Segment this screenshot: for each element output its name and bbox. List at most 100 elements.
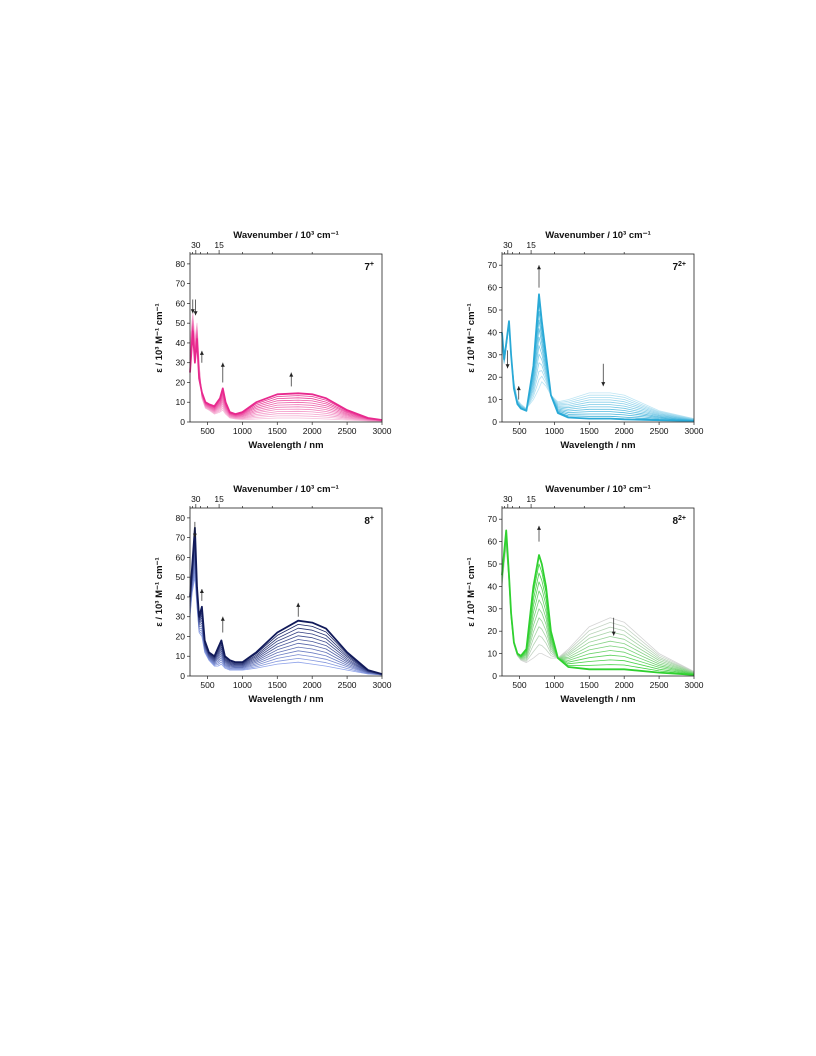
spectrum-trace-9 — [501, 319, 695, 421]
x-tick-label-1500: 1500 — [580, 680, 599, 690]
x-tick-label-3000: 3000 — [373, 680, 392, 690]
change-arrowhead-2 — [516, 386, 521, 391]
compound-number: 7 — [672, 262, 678, 273]
change-arrowhead-2 — [611, 631, 616, 636]
y-tick-label-10: 10 — [176, 651, 186, 661]
y-tick-label-10: 10 — [176, 397, 186, 407]
change-arrowhead-4 — [601, 382, 606, 387]
change-arrowhead-5 — [289, 372, 294, 377]
x-tick-label-500: 500 — [200, 426, 214, 436]
x-tick-label-2000: 2000 — [303, 680, 322, 690]
y-axis-title: ε / 10³ M⁻¹ cm⁻¹ — [466, 557, 477, 626]
panel-8-2plus: Wavenumber / 10³ cm⁻¹ 30 15 500 1000 1500 2000… — [462, 480, 712, 710]
spectrum-trace-9 — [189, 325, 383, 421]
spectrum-trace-5 — [501, 323, 695, 420]
y-tick-label-60: 60 — [176, 552, 186, 562]
plot-frame — [501, 253, 695, 423]
y-axis-title: ε / 10³ M⁻¹ cm⁻¹ — [466, 303, 477, 372]
x-tick-label-2000: 2000 — [303, 426, 322, 436]
x-tick-label-2000: 2000 — [615, 426, 634, 436]
change-arrowhead-1 — [192, 533, 197, 538]
y-tick-label-0: 0 — [180, 671, 185, 681]
y-tick-label-0: 0 — [492, 671, 497, 681]
x-tick-label-1000: 1000 — [233, 426, 252, 436]
panel-8-plus: Wavenumber / 10³ cm⁻¹ 30 15 500 1000 1500 2000… — [150, 480, 400, 710]
y-tick-label-0: 0 — [492, 417, 497, 427]
top-tick-label-15: 15 — [526, 240, 536, 250]
y-tick-label-60: 60 — [488, 537, 498, 547]
x-tick-label-2500: 2500 — [650, 426, 669, 436]
change-arrowhead-1 — [537, 525, 542, 530]
compound-number: 8 — [364, 516, 370, 527]
plot-frame — [189, 253, 383, 423]
x-tick-label-500: 500 — [512, 426, 526, 436]
compound-number: 7 — [364, 262, 370, 273]
top-tick-label-15: 15 — [214, 240, 224, 250]
compound-label: 7+ — [364, 261, 374, 273]
compound-label: 8+ — [364, 515, 374, 527]
top-axis-title: Wavenumber / 10³ cm⁻¹ — [545, 484, 651, 495]
y-tick-label-10: 10 — [488, 649, 498, 659]
compound-charge: 2+ — [678, 261, 686, 268]
spectrum-trace-10 — [501, 311, 695, 421]
plot-frame — [189, 507, 383, 677]
x-axis-title: Wavelength / nm — [248, 694, 323, 705]
y-tick-label-40: 40 — [176, 592, 186, 602]
y-tick-label-40: 40 — [488, 581, 498, 591]
x-tick-label-1500: 1500 — [268, 426, 287, 436]
spectrum-trace-8 — [501, 322, 695, 421]
spectrum-trace-12 — [189, 526, 383, 675]
y-tick-label-70: 70 — [176, 279, 186, 289]
spectrum-trace-7 — [189, 322, 383, 422]
compound-label: 72+ — [672, 261, 686, 273]
y-tick-label-80: 80 — [176, 259, 186, 269]
compound-charge: 2+ — [678, 515, 686, 522]
y-tick-label-20: 20 — [488, 372, 498, 382]
compound-label: 82+ — [672, 515, 686, 527]
x-tick-label-1500: 1500 — [580, 426, 599, 436]
top-tick-label-30: 30 — [191, 240, 201, 250]
y-tick-label-70: 70 — [488, 260, 498, 270]
x-tick-label-3000: 3000 — [373, 426, 392, 436]
y-tick-label-70: 70 — [488, 514, 498, 524]
x-tick-label-1000: 1000 — [545, 426, 564, 436]
y-tick-label-40: 40 — [176, 338, 186, 348]
spectrum-trace-9 — [189, 540, 383, 675]
spectrum-trace-12 — [501, 529, 695, 676]
top-axis-title: Wavenumber / 10³ cm⁻¹ — [545, 230, 651, 241]
x-tick-label-2500: 2500 — [650, 680, 669, 690]
y-tick-label-10: 10 — [488, 395, 498, 405]
y-tick-label-60: 60 — [176, 298, 186, 308]
x-tick-label-500: 500 — [512, 680, 526, 690]
top-tick-label-30: 30 — [503, 240, 513, 250]
compound-number: 8 — [672, 516, 678, 527]
x-tick-label-1500: 1500 — [268, 680, 287, 690]
x-axis-title: Wavelength / nm — [248, 440, 323, 451]
change-arrowhead-3 — [537, 265, 542, 270]
panel-7-plus: Wavenumber / 10³ cm⁻¹ 30 15 500 1000 1500 2000… — [150, 226, 400, 456]
spectrum-trace-4 — [501, 324, 695, 420]
y-tick-label-30: 30 — [176, 358, 186, 368]
y-tick-label-70: 70 — [176, 533, 186, 543]
x-tick-label-1000: 1000 — [233, 680, 252, 690]
y-tick-label-50: 50 — [488, 559, 498, 569]
y-tick-label-30: 30 — [176, 612, 186, 622]
change-arrowhead-1 — [190, 309, 195, 314]
y-tick-label-20: 20 — [176, 631, 186, 641]
y-tick-label-50: 50 — [176, 318, 186, 328]
plot-frame — [501, 507, 695, 677]
y-tick-label-60: 60 — [488, 283, 498, 293]
y-tick-label-0: 0 — [180, 417, 185, 427]
spectrum-trace-6 — [501, 323, 695, 421]
spectrum-trace-7 — [189, 549, 383, 675]
panel-7-2plus: Wavenumber / 10³ cm⁻¹ 30 15 500 1000 1500 2000… — [462, 226, 712, 456]
compound-charge: + — [370, 515, 374, 522]
y-tick-label-50: 50 — [488, 305, 498, 315]
y-tick-label-50: 50 — [176, 572, 186, 582]
change-arrowhead-1 — [505, 364, 510, 369]
y-tick-label-80: 80 — [176, 513, 186, 523]
top-axis-title: Wavenumber / 10³ cm⁻¹ — [233, 230, 339, 241]
change-arrowhead-2 — [199, 589, 204, 594]
top-tick-label-30: 30 — [191, 494, 201, 504]
